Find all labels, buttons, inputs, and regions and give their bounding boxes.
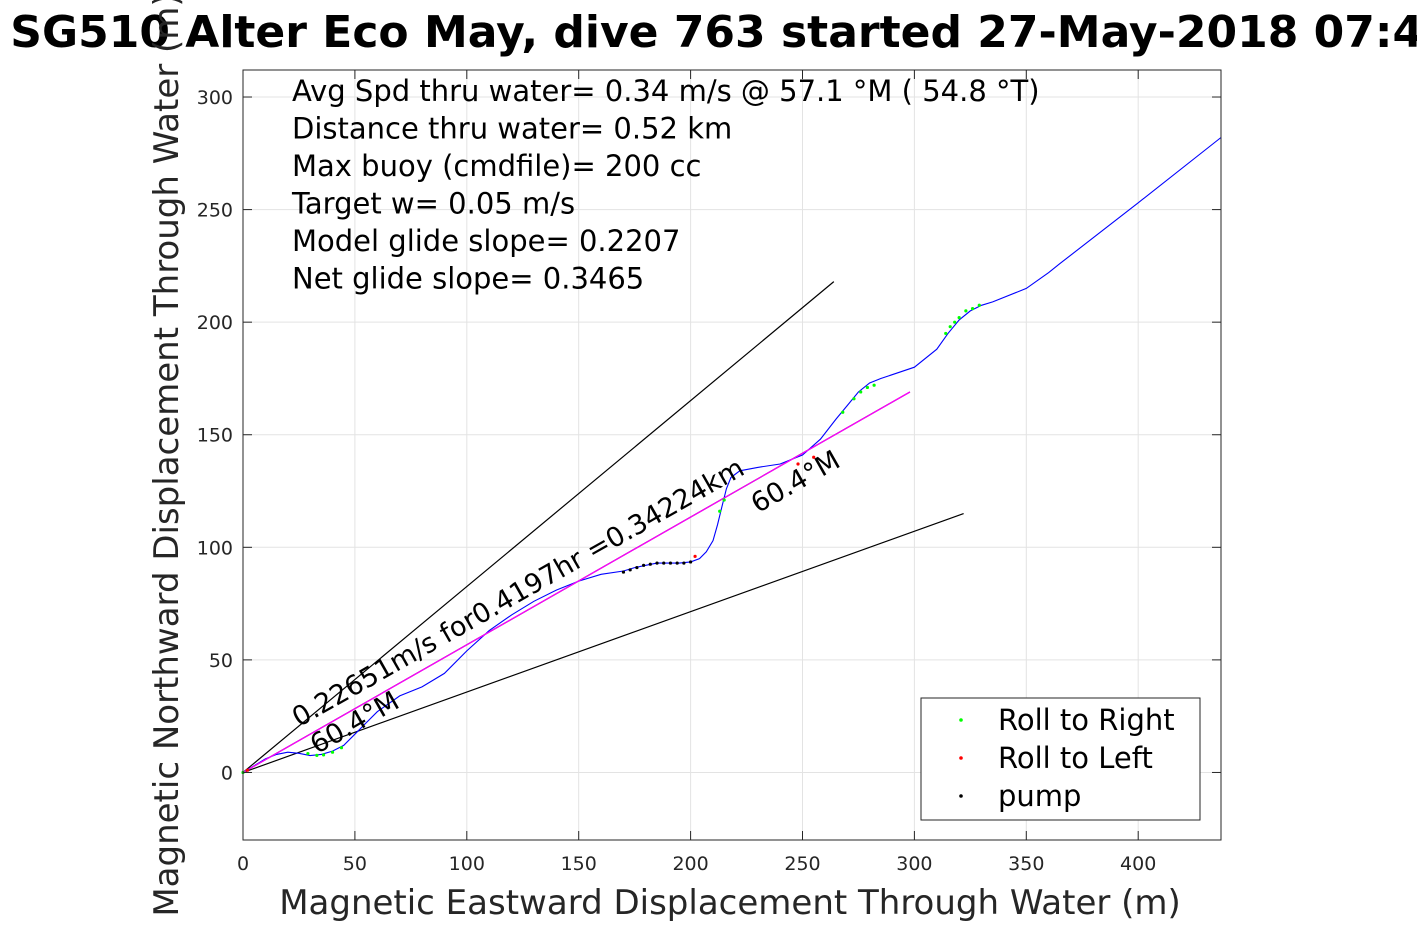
marker-point xyxy=(718,509,722,513)
x-tick-label: 50 xyxy=(343,853,367,875)
marker-point xyxy=(330,750,335,754)
marker-point xyxy=(970,307,975,311)
marker-point xyxy=(852,397,856,401)
info-line: Max buoy (cmdfile)= 200 cc xyxy=(292,149,701,183)
marker-point xyxy=(944,331,948,336)
x-tick-label: 250 xyxy=(784,853,820,875)
series-line-model xyxy=(242,391,911,774)
marker-point xyxy=(953,320,957,324)
marker-point xyxy=(628,568,632,572)
x-tick-label: 200 xyxy=(672,853,708,875)
x-tick-label: 150 xyxy=(561,853,597,875)
info-line: Net glide slope= 0.3465 xyxy=(292,262,644,296)
x-tick-label: 350 xyxy=(1008,853,1044,875)
chart-title: SG510 Alter Eco May, dive 763 started 27… xyxy=(10,7,1417,58)
info-line: Distance thru water= 0.52 km xyxy=(292,112,732,146)
legend-box xyxy=(920,697,1201,821)
y-tick-label: 0 xyxy=(221,762,233,784)
info-line: Target w= 0.05 m/s xyxy=(291,187,575,221)
info-line: Avg Spd thru water= 0.34 m/s @ 57.1 °M (… xyxy=(292,74,1040,108)
marker-point xyxy=(635,565,639,570)
tick-layer: 0 50 100 150 200 250 300 350 400 0 50 100 150 200 250 3… xyxy=(197,70,1221,875)
marker-point xyxy=(321,753,326,757)
marker-point xyxy=(796,462,800,466)
marker-point xyxy=(315,753,319,757)
legend-marker xyxy=(959,756,963,760)
reference-line xyxy=(242,281,835,773)
marker-point xyxy=(722,498,726,502)
legend-label: pump xyxy=(998,779,1081,813)
marker-point xyxy=(841,410,845,414)
marker-layer xyxy=(241,303,981,775)
marker-point xyxy=(948,325,952,329)
x-tick-label: 300 xyxy=(896,853,932,875)
legend-label: Roll to Left xyxy=(998,741,1153,775)
info-text-block: Avg Spd thru water= 0.34 m/s @ 57.1 °M (… xyxy=(291,74,1040,296)
marker-point xyxy=(872,383,876,387)
x-axis-label: Magnetic Eastward Displacement Through W… xyxy=(279,883,1181,923)
y-tick-label: 100 xyxy=(197,537,233,559)
marker-point xyxy=(648,562,652,566)
marker-point xyxy=(812,455,816,459)
legend-label: Roll to Right xyxy=(998,703,1175,737)
y-tick-label: 200 xyxy=(197,312,233,334)
marker-point xyxy=(306,751,310,756)
plot-area: Avg Spd thru water= 0.34 m/s @ 57.1 °M (… xyxy=(197,69,1222,875)
marker-point xyxy=(339,746,344,750)
marker-point xyxy=(964,309,968,313)
marker-point xyxy=(682,561,686,565)
y-tick-label: 250 xyxy=(197,200,233,222)
legend-marker xyxy=(959,718,963,722)
axes-box xyxy=(242,69,1222,841)
marker-point xyxy=(621,570,626,574)
reference-line xyxy=(242,512,964,774)
y-tick-label: 300 xyxy=(197,87,233,109)
marker-point xyxy=(245,768,250,772)
marker-point xyxy=(957,316,961,320)
marker-point xyxy=(641,563,646,567)
marker-point xyxy=(688,560,693,564)
marker-point xyxy=(675,561,679,565)
y-tick-label: 150 xyxy=(197,425,233,447)
marker-point xyxy=(977,303,981,307)
legend: Roll to Right Roll to Left pump xyxy=(920,697,1201,821)
marker-point xyxy=(668,561,673,565)
x-tick-label: 400 xyxy=(1120,853,1156,875)
y-tick-label: 50 xyxy=(209,650,233,672)
marker-point xyxy=(865,385,869,390)
info-line: Model glide slope= 0.2207 xyxy=(292,224,680,258)
x-tick-label: 100 xyxy=(449,853,485,875)
marker-point xyxy=(655,561,659,565)
x-tick-label: 0 xyxy=(237,853,249,875)
legend-marker xyxy=(959,794,963,798)
marker-point xyxy=(859,390,863,394)
marker-point xyxy=(693,554,697,558)
y-axis-label: Magnetic Northward Displacement Through … xyxy=(147,0,187,917)
marker-point xyxy=(662,561,666,565)
